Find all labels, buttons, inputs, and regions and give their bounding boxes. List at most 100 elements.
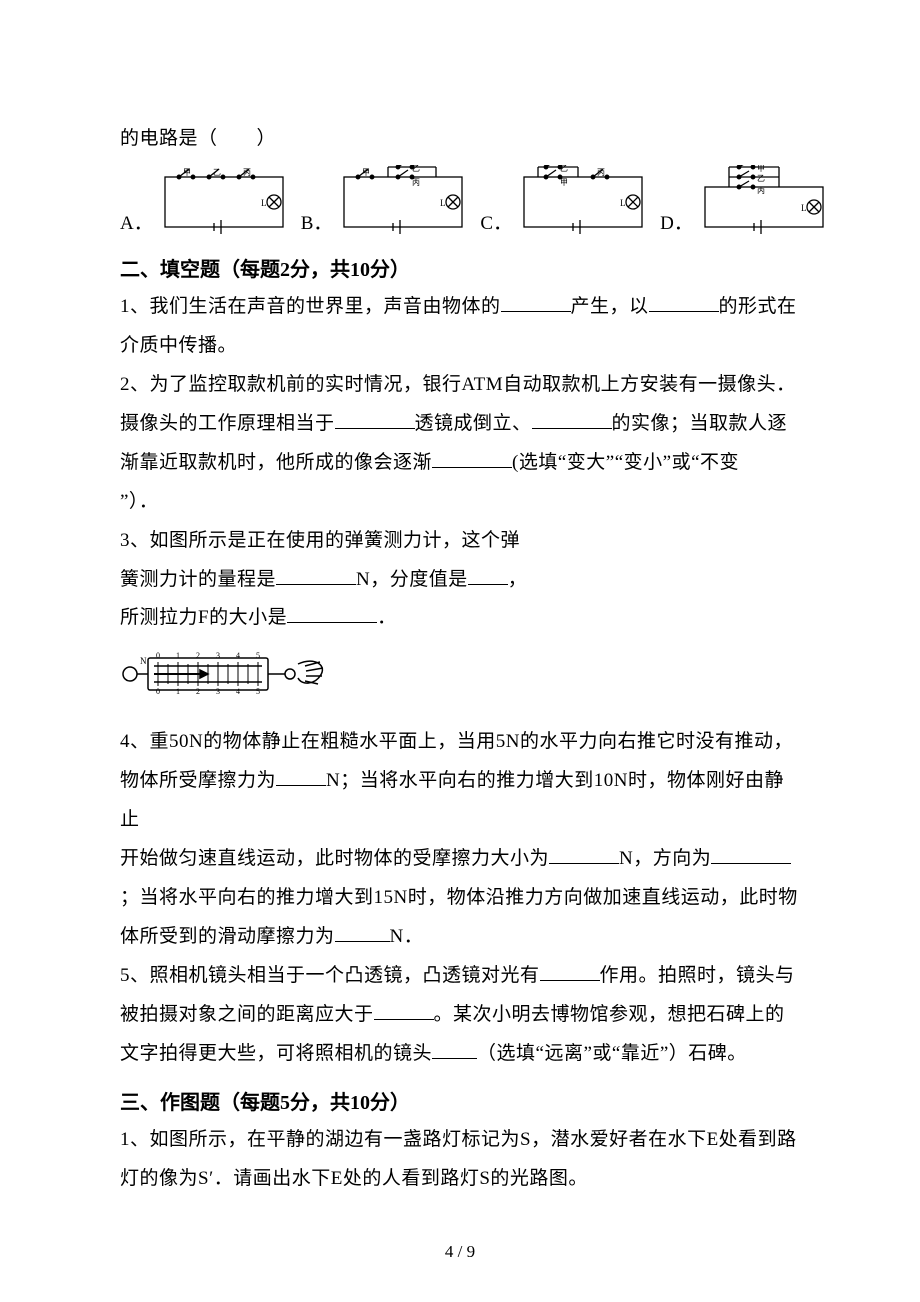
s2-q3-l3b: ． xyxy=(377,607,397,628)
s2-q3-b2[interactable] xyxy=(468,565,508,585)
s2-q3-b3[interactable] xyxy=(287,603,377,623)
s2-q4-l3b: N，方向为 xyxy=(619,848,711,869)
svg-text:甲: 甲 xyxy=(183,168,191,177)
svg-text:乙: 乙 xyxy=(213,168,221,177)
svg-text:L: L xyxy=(620,198,626,208)
s3-q1-l1: 1、如图所示，在平静的湖边有一盏路灯标记为S，潜水爱好者在水下E处看到路 xyxy=(120,1121,800,1160)
svg-text:甲: 甲 xyxy=(362,168,370,177)
svg-text:丙: 丙 xyxy=(243,168,251,177)
s2-q4-l4: ；当将水平向右的推力增大到15N时，物体沿推力方向做加速直线运动，此时物 xyxy=(120,879,800,918)
s2-q3-l2: 簧测力计的量程是 N，分度值是 ， xyxy=(120,561,800,600)
page: 的电路是（ ） A． xyxy=(0,0,920,1302)
svg-text:4: 4 xyxy=(236,687,240,696)
svg-text:乙: 乙 xyxy=(560,165,568,173)
s2-q3-b1[interactable] xyxy=(276,565,356,585)
circuit-diagram-c: 乙 甲 丙 L xyxy=(518,165,648,235)
spring-dynamometer-figure: 0 1 2 3 4 5 0 1 2 3 4 5 N xyxy=(120,644,330,704)
s2-q5-l2: 被拍摄对象之间的距离应大于 。某次小明去博物馆参观，想把石碑上的 xyxy=(120,996,800,1035)
circuit-diagram-b: 甲 乙 丙 L xyxy=(338,165,468,235)
circuit-question-tail: 的电路是（ ） xyxy=(120,120,800,159)
s2-q4-l3: 开始做匀速直线运动，此时物体的受摩擦力大小为 N，方向为 xyxy=(120,840,800,879)
svg-text:5: 5 xyxy=(256,651,260,660)
s2-q5-b2[interactable] xyxy=(374,1000,434,1020)
s2-q3-l3: 所测拉力F的大小是 ． xyxy=(120,599,800,638)
s2-q5-l1a: 5、照相机镜头相当于一个凸透镜，凸透镜对光有 xyxy=(120,965,540,986)
s3-q1-l2: 灯的像为S′．请画出水下E处的人看到路灯S的光路图。 xyxy=(120,1160,800,1199)
s2-q2-l1: 2、为了监控取款机前的实时情况，银行ATM自动取款机上方安装有一摄像头． xyxy=(120,366,800,405)
svg-text:L: L xyxy=(261,198,267,208)
s2-q4-l5a: 体所受到的滑动摩擦力为 xyxy=(120,926,335,947)
svg-text:1: 1 xyxy=(176,651,180,660)
circuit-diagram-a: 甲 乙 丙 L xyxy=(159,165,289,235)
s2-q5-b1[interactable] xyxy=(540,961,600,981)
s2-q1-pre: 1、我们生活在声音的世界里，声音由物体的 xyxy=(120,296,501,317)
s2-q4-l2: 物体所受摩擦力为N；当将水平向右的推力增大到10N时，物体刚好由静止 xyxy=(120,762,800,840)
svg-text:乙: 乙 xyxy=(757,174,765,183)
svg-text:丙: 丙 xyxy=(412,178,420,187)
s2-q3-l2c: ， xyxy=(508,569,528,590)
svg-text:1: 1 xyxy=(176,687,180,696)
option-c: C． xyxy=(480,165,648,235)
s2-q2-l2b: 透镜成倒立、 xyxy=(415,413,532,434)
s2-q1-line1: 1、我们生活在声音的世界里，声音由物体的 产生，以 的形式在 xyxy=(120,288,800,327)
svg-text:2: 2 xyxy=(196,651,200,660)
svg-text:乙: 乙 xyxy=(412,165,420,173)
s2-q4-l5: 体所受到的滑动摩擦力为N． xyxy=(120,918,800,957)
s2-q2-l2: 摄像头的工作原理相当于 透镜成倒立、 的实像；当取款人逐 xyxy=(120,405,800,444)
s2-q3-l2b: N，分度值是 xyxy=(356,569,468,590)
s2-q1-blank2[interactable] xyxy=(649,292,719,312)
section-2-heading: 二、填空题（每题2分，共10分） xyxy=(120,253,800,282)
s2-q5-l2b: 。某次小明去博物馆参观，想把石碑上的 xyxy=(434,1004,785,1025)
s2-q4-l3a: 开始做匀速直线运动，此时物体的受摩擦力大小为 xyxy=(120,848,549,869)
s2-q3-l3a: 所测拉力F的大小是 xyxy=(120,607,287,628)
svg-text:0: 0 xyxy=(156,651,160,660)
svg-text:3: 3 xyxy=(216,651,220,660)
s2-q5-l3b: （选填“远离”或“靠近”）石碑。 xyxy=(477,1043,747,1064)
s2-q5-l1b: 作用。拍照时，镜头与 xyxy=(600,965,795,986)
s2-q5-l1: 5、照相机镜头相当于一个凸透镜，凸透镜对光有 作用。拍照时，镜头与 xyxy=(120,957,800,996)
s2-q2-l2c: 的实像；当取款人逐 xyxy=(612,413,788,434)
svg-text:丙: 丙 xyxy=(597,168,605,177)
s2-q5-l3: 文字拍得更大些，可将照相机的镜头 （选填“远离”或“靠近”）石碑。 xyxy=(120,1035,800,1074)
s2-q4-b1[interactable] xyxy=(276,766,326,786)
svg-text:5: 5 xyxy=(256,687,260,696)
s2-q2-l2a: 摄像头的工作原理相当于 xyxy=(120,413,335,434)
s2-q2-b3[interactable] xyxy=(432,448,512,468)
s2-q1-mid1: 产生，以 xyxy=(571,296,649,317)
s2-q4-b4[interactable] xyxy=(335,922,390,942)
option-b: B． xyxy=(301,165,469,235)
s2-q4-l1: 4、重50N的物体静止在粗糙水平面上，当用5N的水平力向右推它时没有推动， xyxy=(120,723,800,762)
svg-text:甲: 甲 xyxy=(757,165,765,173)
svg-text:3: 3 xyxy=(216,687,220,696)
s2-q2-l4: ”）． xyxy=(120,483,800,522)
option-d-label: D． xyxy=(660,208,693,235)
s2-q2-b2[interactable] xyxy=(532,409,612,429)
s2-q4-b2[interactable] xyxy=(549,844,619,864)
option-c-label: C． xyxy=(480,208,512,235)
s2-q3-l2a: 簧测力计的量程是 xyxy=(120,569,276,590)
s2-q4-b3[interactable] xyxy=(711,844,791,864)
s2-q5-l3a: 文字拍得更大些，可将照相机的镜头 xyxy=(120,1043,432,1064)
circuit-diagram-d: 甲 乙 丙 L xyxy=(699,165,829,235)
s2-q2-l3b: (选填“变大”“变小”或“不变 xyxy=(512,452,739,473)
svg-text:4: 4 xyxy=(236,651,240,660)
option-a-label: A． xyxy=(120,208,153,235)
page-footer: 4 / 9 xyxy=(0,1242,920,1262)
option-b-label: B． xyxy=(301,208,333,235)
s2-q5-b3[interactable] xyxy=(432,1039,477,1059)
s2-q2-b1[interactable] xyxy=(335,409,415,429)
s2-q1-blank1[interactable] xyxy=(501,292,571,312)
s2-q2-l3: 渐靠近取款机时，他所成的像会逐渐(选填“变大”“变小”或“不变 xyxy=(120,444,800,483)
svg-text:L: L xyxy=(801,203,807,213)
option-a: A． 甲 乙 丙 xyxy=(120,165,289,235)
svg-text:0: 0 xyxy=(156,687,160,696)
option-d: D． 甲 乙 丙 xyxy=(660,165,829,235)
svg-text:L: L xyxy=(440,198,446,208)
s2-q1-line2: 介质中传播。 xyxy=(120,327,800,366)
s2-q5-l2a: 被拍摄对象之间的距离应大于 xyxy=(120,1004,374,1025)
s2-q1-tail: 的形式在 xyxy=(719,296,797,317)
section-3-heading: 三、作图题（每题5分，共10分） xyxy=(120,1086,800,1115)
s2-q3-l1: 3、如图所示是正在使用的弹簧测力计，这个弹 xyxy=(120,522,800,561)
svg-text:N: N xyxy=(140,656,147,666)
svg-text:2: 2 xyxy=(196,687,200,696)
